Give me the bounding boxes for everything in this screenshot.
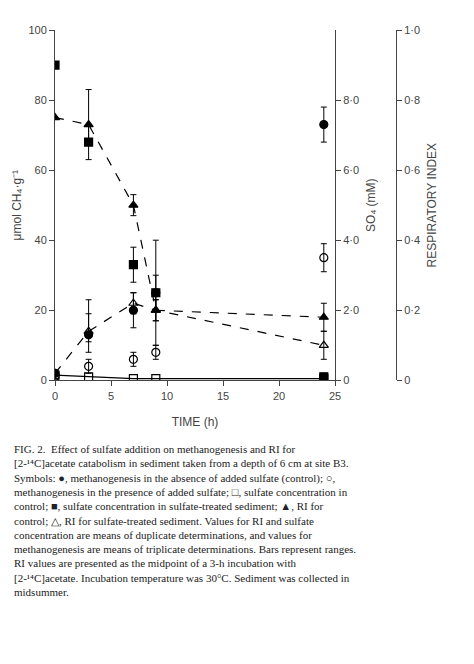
svg-text:0·4: 0·4	[404, 234, 420, 246]
svg-text:20: 20	[273, 390, 285, 402]
svg-text:RESPIRATORY INDEX: RESPIRATORY INDEX	[425, 143, 439, 267]
svg-text:100: 100	[28, 24, 46, 36]
svg-text:5: 5	[108, 390, 114, 402]
svg-text:10: 10	[161, 390, 173, 402]
svg-text:0·6: 0·6	[404, 164, 420, 176]
svg-text:4·0: 4·0	[343, 234, 359, 246]
svg-text:8·0: 8·0	[343, 94, 359, 106]
svg-text:2·0: 2·0	[343, 304, 359, 316]
svg-text:0: 0	[343, 374, 349, 386]
svg-text:μmol CH₄·g⁻¹: μmol CH₄·g⁻¹	[10, 170, 24, 240]
svg-text:TIME (h): TIME (h)	[172, 415, 219, 429]
svg-text:0·8: 0·8	[404, 94, 420, 106]
svg-text:15: 15	[217, 390, 229, 402]
svg-text:0: 0	[41, 374, 47, 386]
svg-text:20: 20	[35, 304, 47, 316]
svg-text:0: 0	[52, 390, 58, 402]
svg-text:SO₄ (mM): SO₄ (mM)	[364, 178, 378, 232]
svg-text:0: 0	[404, 374, 410, 386]
svg-text:25: 25	[329, 390, 341, 402]
svg-text:60: 60	[35, 164, 47, 176]
svg-text:FIG. 2. Effect of sulfate add: FIG. 2. Effect of sulfate addition on me…	[14, 443, 356, 598]
svg-text:6·0: 6·0	[343, 164, 359, 176]
svg-text:0·2: 0·2	[404, 304, 420, 316]
svg-text:80: 80	[35, 94, 47, 106]
svg-text:1·0: 1·0	[404, 24, 420, 36]
svg-text:40: 40	[35, 234, 47, 246]
